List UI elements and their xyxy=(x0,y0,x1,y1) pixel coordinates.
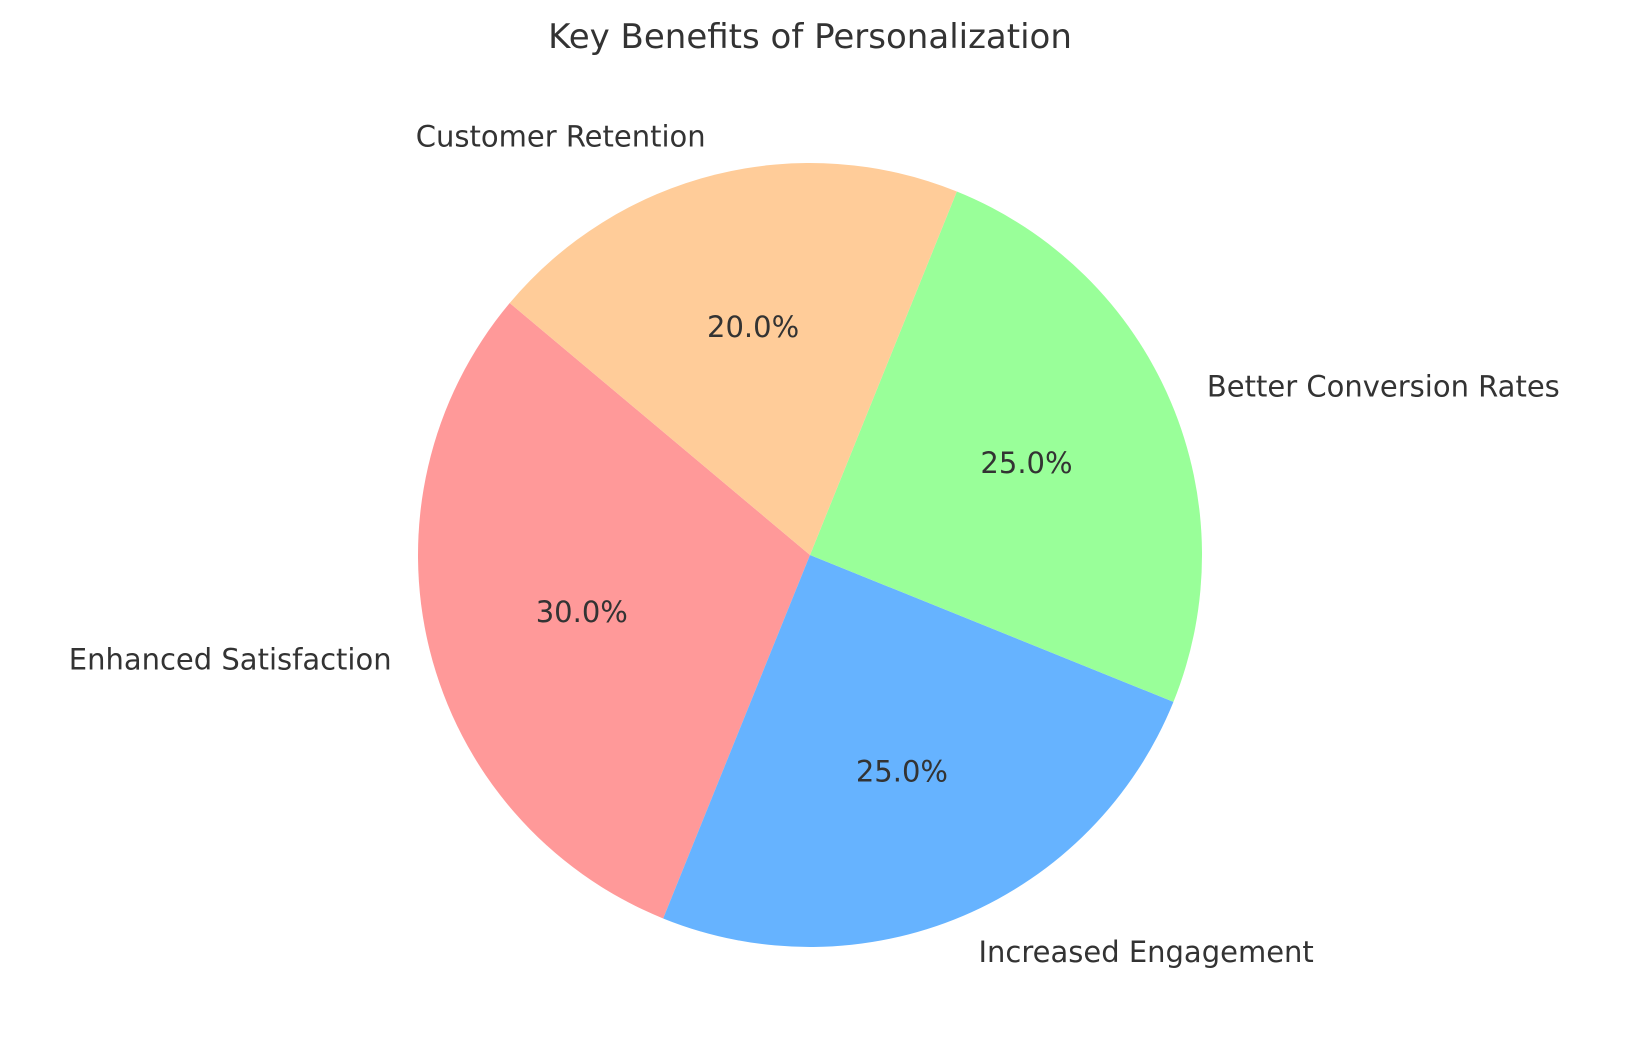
slice-label-enhanced-satisfaction: Enhanced Satisfaction xyxy=(69,642,392,676)
percent-label-increased-engagement: 25.0% xyxy=(856,755,948,789)
percent-label-better-conversion-rates: 25.0% xyxy=(980,446,1072,480)
pie-labels: Enhanced Satisfaction 30.0% Increased Enga… xyxy=(69,120,1560,969)
slice-label-better-conversion-rates: Better Conversion Rates xyxy=(1207,370,1560,404)
pie-slice-increased-engagement xyxy=(663,555,1174,947)
percent-label-enhanced-satisfaction: 30.0% xyxy=(536,595,628,629)
pie-slice-enhanced-satisfaction xyxy=(417,303,810,919)
slice-label-increased-engagement: Increased Engagement xyxy=(978,935,1313,969)
chart-title: Key Benefits of Personalization xyxy=(548,17,1072,57)
percent-label-customer-retention: 20.0% xyxy=(707,310,799,344)
slice-label-customer-retention: Customer Retention xyxy=(416,120,706,154)
pie-slices xyxy=(417,162,1202,947)
pie-slice-better-conversion-rates xyxy=(810,191,1202,702)
pie-slice-customer-retention xyxy=(509,162,957,555)
